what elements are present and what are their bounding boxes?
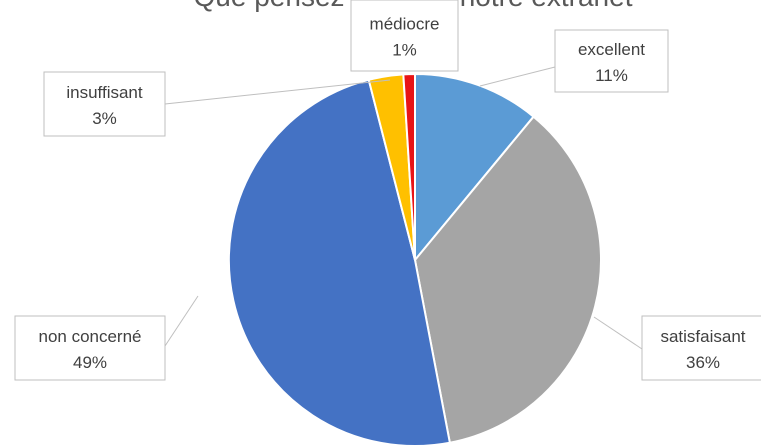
data-label-value-non-concerné: 49% (73, 353, 107, 372)
data-label-value-médiocre: 1% (392, 41, 417, 60)
data-label-category-excellent: excellent (578, 40, 645, 59)
data-label-category-insuffisant: insuffisant (66, 83, 143, 102)
data-label-value-insuffisant: 3% (92, 109, 117, 128)
leader-lines (164, 66, 643, 350)
data-label-category-satisfaisant: satisfaisant (660, 327, 745, 346)
data-labels: excellent 11% satisfaisant 36% non concerné 4… (14, 0, 761, 381)
data-label-category-médiocre: médiocre (370, 15, 440, 34)
leader-line-satisfaisant (593, 316, 643, 350)
data-label-value-satisfaisant: 36% (686, 353, 720, 372)
pie-slices (227, 72, 602, 447)
pie-slice-médiocre (402, 72, 416, 261)
data-label-category-non-concerné: non concerné (38, 327, 141, 346)
data-label-box-insuffisant (43, 71, 166, 137)
data-label-box-médiocre (350, 0, 459, 72)
leader-line-insuffisant (164, 79, 391, 105)
pie-slice-excellent (414, 72, 535, 263)
data-label-box-satisfaisant (641, 315, 761, 381)
data-label-value-excellent: 11% (595, 66, 628, 85)
data-label-box-non-concerné (14, 315, 166, 381)
pie-slice-satisfaisant (413, 115, 602, 444)
leader-line-non-concerné (164, 295, 199, 347)
leader-line-excellent (479, 66, 556, 87)
data-label-box-excellent (554, 29, 669, 93)
pie-slice-non-concerné (227, 78, 452, 447)
